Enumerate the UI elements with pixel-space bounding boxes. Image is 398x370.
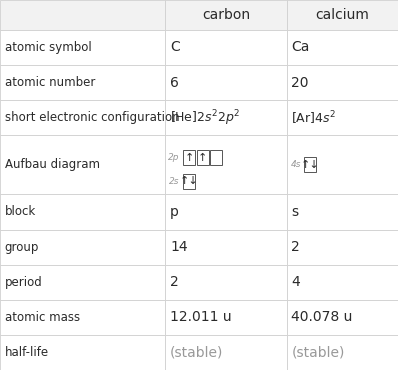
Bar: [210, 150, 222, 165]
Text: Ca: Ca: [291, 40, 310, 54]
Bar: [165, 65, 287, 100]
Bar: [0, 300, 165, 335]
Text: 40.078 u: 40.078 u: [291, 310, 353, 324]
Text: block: block: [5, 205, 36, 218]
Bar: [165, 335, 287, 370]
Text: ↑↓: ↑↓: [301, 160, 320, 170]
Bar: [0, 135, 165, 194]
Bar: [287, 65, 398, 100]
Bar: [183, 174, 195, 189]
Bar: [0, 194, 165, 229]
Bar: [287, 135, 398, 194]
Bar: [183, 150, 195, 165]
Bar: [0, 65, 165, 100]
Text: 4: 4: [291, 275, 300, 289]
Text: ↑: ↑: [198, 153, 207, 163]
Bar: [287, 335, 398, 370]
Bar: [0, 100, 165, 135]
Bar: [197, 150, 209, 165]
Text: 2s: 2s: [170, 177, 180, 186]
Bar: [287, 194, 398, 229]
Text: 14: 14: [170, 240, 187, 254]
Text: ↑: ↑: [184, 153, 194, 163]
Bar: [165, 229, 287, 265]
Text: calcium: calcium: [315, 8, 369, 22]
Text: 12.011 u: 12.011 u: [170, 310, 232, 324]
Bar: [287, 30, 398, 65]
Bar: [0, 335, 165, 370]
Text: 2: 2: [291, 240, 300, 254]
Bar: [0, 229, 165, 265]
Text: Aufbau diagram: Aufbau diagram: [5, 158, 100, 171]
Bar: [287, 300, 398, 335]
Bar: [165, 265, 287, 300]
Bar: [287, 229, 398, 265]
Text: half-life: half-life: [5, 346, 49, 359]
Text: 2p: 2p: [168, 153, 180, 162]
Bar: [287, 100, 398, 135]
Text: group: group: [5, 240, 39, 253]
Text: $\mathregular{[Ar]4}s^2$: $\mathregular{[Ar]4}s^2$: [291, 109, 336, 127]
Text: atomic number: atomic number: [5, 76, 95, 89]
Text: 6: 6: [170, 75, 179, 90]
Text: atomic symbol: atomic symbol: [5, 41, 92, 54]
Bar: [304, 158, 316, 172]
Bar: [165, 194, 287, 229]
Text: ↑↓: ↑↓: [179, 176, 199, 186]
Bar: [0, 265, 165, 300]
Text: 20: 20: [291, 75, 309, 90]
Text: (stable): (stable): [291, 346, 345, 359]
Text: 4s: 4s: [291, 160, 301, 169]
Bar: [287, 0, 398, 30]
Bar: [165, 100, 287, 135]
Text: atomic mass: atomic mass: [5, 311, 80, 324]
Text: (stable): (stable): [170, 346, 223, 359]
Text: C: C: [170, 40, 179, 54]
Bar: [165, 135, 287, 194]
Bar: [287, 265, 398, 300]
Bar: [0, 0, 165, 30]
Text: short electronic configuration: short electronic configuration: [5, 111, 179, 124]
Text: period: period: [5, 276, 43, 289]
Text: carbon: carbon: [202, 8, 250, 22]
Text: p: p: [170, 205, 179, 219]
Bar: [165, 0, 287, 30]
Text: s: s: [291, 205, 298, 219]
Bar: [165, 30, 287, 65]
Bar: [165, 300, 287, 335]
Text: $\mathregular{[He]2}s^2\mathregular{2}p^2$: $\mathregular{[He]2}s^2\mathregular{2}p^…: [170, 108, 240, 128]
Text: 2: 2: [170, 275, 179, 289]
Bar: [0, 30, 165, 65]
